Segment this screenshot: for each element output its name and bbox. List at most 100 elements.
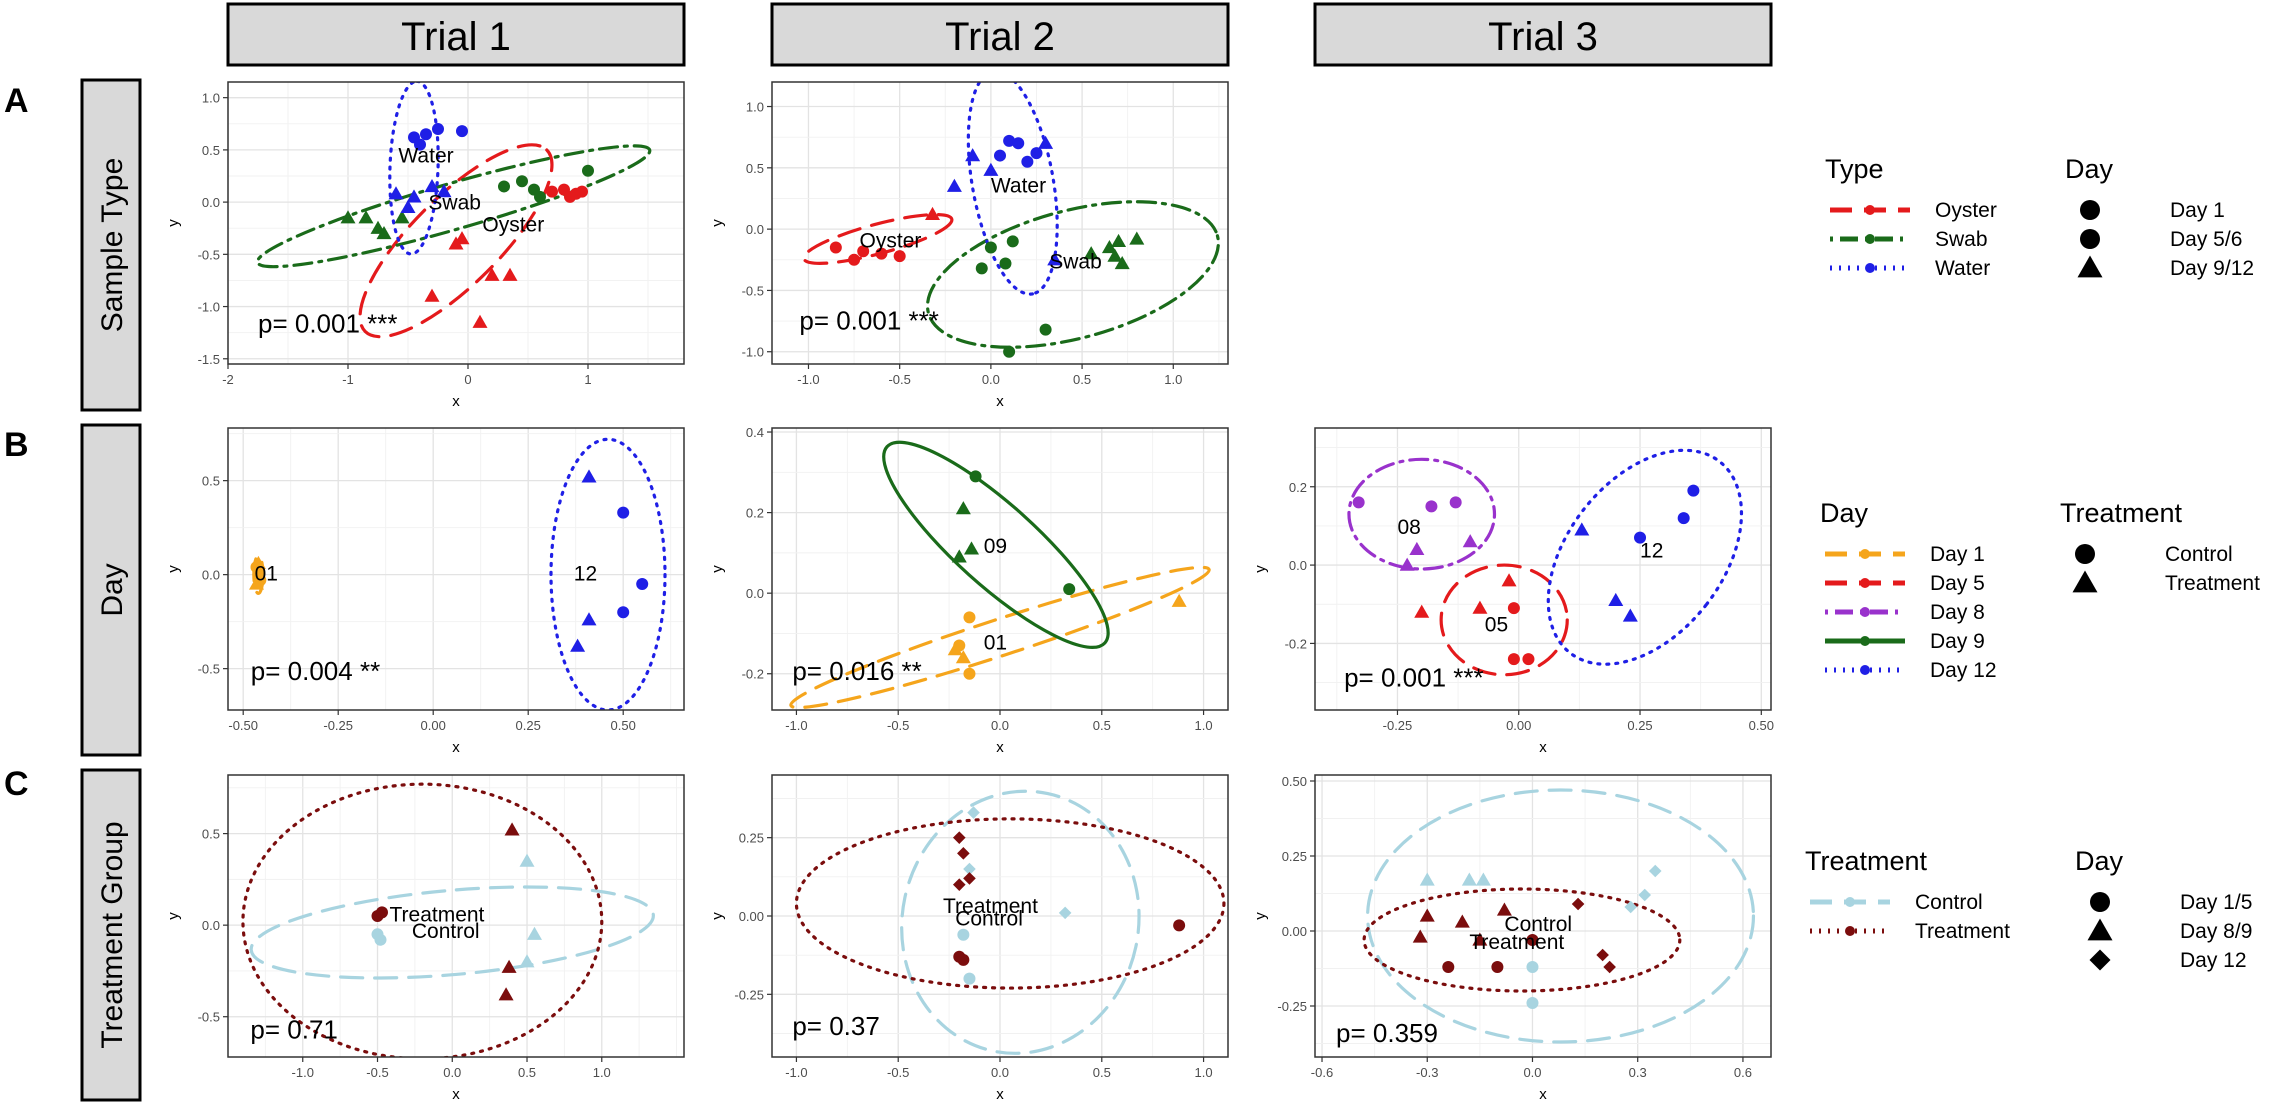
- point-treatment: [957, 953, 970, 966]
- legend-label: Treatment: [2165, 572, 2260, 595]
- group-label: Control: [955, 907, 1023, 930]
- x-tick-label: 0.0: [1523, 1065, 1541, 1080]
- ellipse-day-12: [1546, 448, 1744, 666]
- y-tick-label: 0.5: [202, 827, 220, 842]
- y-tick-label: 0.0: [1289, 558, 1307, 573]
- ellipse-day-1: [789, 565, 1211, 710]
- group-label: Control: [412, 920, 480, 943]
- point-treatment: [1491, 961, 1504, 973]
- point-swab: [1083, 246, 1099, 260]
- point-treatment: [498, 987, 514, 1001]
- row-header-2: Day: [96, 563, 129, 616]
- x-tick-label: -0.50: [228, 718, 258, 733]
- point-control: [1058, 906, 1072, 920]
- point-water: [1021, 155, 1034, 168]
- group-label: Swab: [428, 191, 481, 214]
- x-tick-label: 0.5: [1093, 718, 1111, 733]
- point-swab: [1006, 235, 1019, 248]
- legend-title: Day: [2065, 154, 2114, 184]
- group-label: 08: [1397, 516, 1420, 539]
- point-treatment: [963, 872, 976, 885]
- point-control: [1419, 872, 1435, 886]
- legend-shape-circle: [2075, 544, 2095, 564]
- point-treatment: [1173, 919, 1186, 932]
- point-swab: [1107, 248, 1123, 262]
- legend-key-point: [1860, 549, 1870, 559]
- point-oyster: [472, 314, 488, 328]
- point-swab: [1101, 240, 1117, 254]
- row-header-3: Treatment Group: [96, 821, 129, 1048]
- point-control: [1526, 961, 1539, 973]
- y-tick-label: -0.5: [198, 662, 220, 677]
- y-tick-label: 0.0: [746, 222, 764, 237]
- point-swab: [1114, 255, 1130, 270]
- point-treatment: [1603, 960, 1616, 974]
- y-tick-label: -0.5: [742, 283, 764, 298]
- point-oyster: [502, 267, 518, 281]
- point-treatment: [957, 847, 970, 860]
- gridlines: [228, 428, 684, 710]
- legend-key-point: [1860, 636, 1870, 646]
- y-axis-label: y: [709, 565, 726, 573]
- y-tick-label: 0.00: [1282, 924, 1307, 939]
- point-water: [436, 184, 452, 198]
- point-oyster: [424, 288, 440, 302]
- point-control: [1526, 997, 1539, 1009]
- x-tick-label: 0.50: [1749, 718, 1774, 733]
- point-control: [526, 926, 542, 940]
- x-axis-label: x: [996, 393, 1004, 410]
- panel-background: [228, 428, 684, 710]
- point-day-12: [1634, 531, 1647, 544]
- y-tick-label: 0.50: [1282, 774, 1307, 789]
- group-label: 12: [574, 562, 597, 585]
- ellipse-oyster: [358, 143, 554, 339]
- x-tick-label: -1.0: [785, 718, 807, 733]
- x-tick-label: -1.0: [797, 372, 819, 387]
- x-tick-label: 0.25: [1627, 718, 1652, 733]
- row-letters: A B C: [4, 82, 29, 803]
- legend-shape-circle: [2090, 892, 2110, 912]
- point-day-12: [617, 506, 630, 519]
- y-tick-label: 0.00: [739, 909, 764, 924]
- y-axis-label: y: [165, 565, 182, 573]
- y-tick-label: -0.5: [198, 247, 220, 262]
- point-control: [519, 853, 535, 867]
- legend-label: Water: [1935, 257, 1990, 280]
- point-water: [1012, 137, 1025, 150]
- panel-border: [771, 81, 1229, 365]
- legend-key-point: [1865, 263, 1875, 273]
- panel-border: [227, 427, 685, 711]
- x-tick-label: -0.5: [887, 1065, 909, 1080]
- point-oyster: [546, 185, 558, 198]
- panel-border: [1314, 427, 1772, 711]
- y-axis-label: y: [165, 912, 182, 920]
- point-day-12: [1574, 522, 1590, 536]
- group-label: 01: [984, 632, 1007, 655]
- point-control: [1461, 872, 1477, 886]
- point-day-5: [1522, 653, 1535, 666]
- legend-label: Day 1: [2170, 199, 2225, 222]
- legend-label: Day 8/9: [2180, 920, 2252, 943]
- y-tick-label: 0.0: [202, 195, 220, 210]
- x-tick-label: 0.50: [611, 718, 636, 733]
- legend-title: Day: [2075, 846, 2124, 876]
- y-axis-label: y: [1252, 912, 1269, 920]
- ellipse-treatment: [794, 817, 1226, 990]
- point-water: [994, 149, 1006, 162]
- point-day-8: [1449, 496, 1462, 509]
- gridlines: [227, 775, 684, 1057]
- x-axis-label: x: [452, 1086, 460, 1103]
- x-tick-label: -1.0: [785, 1065, 807, 1080]
- p-value: p= 0.001 ***: [1344, 663, 1484, 693]
- group-label: Treatment: [943, 895, 1038, 918]
- point-water: [420, 128, 432, 141]
- x-tick-label: 0.00: [1506, 718, 1531, 733]
- legend-label: Day 1: [1930, 543, 1985, 566]
- x-tick-label: 0.0: [991, 718, 1009, 733]
- legend-shape-triangle: [2087, 918, 2113, 941]
- panel-border: [227, 774, 685, 1058]
- point-day-12: [636, 578, 649, 591]
